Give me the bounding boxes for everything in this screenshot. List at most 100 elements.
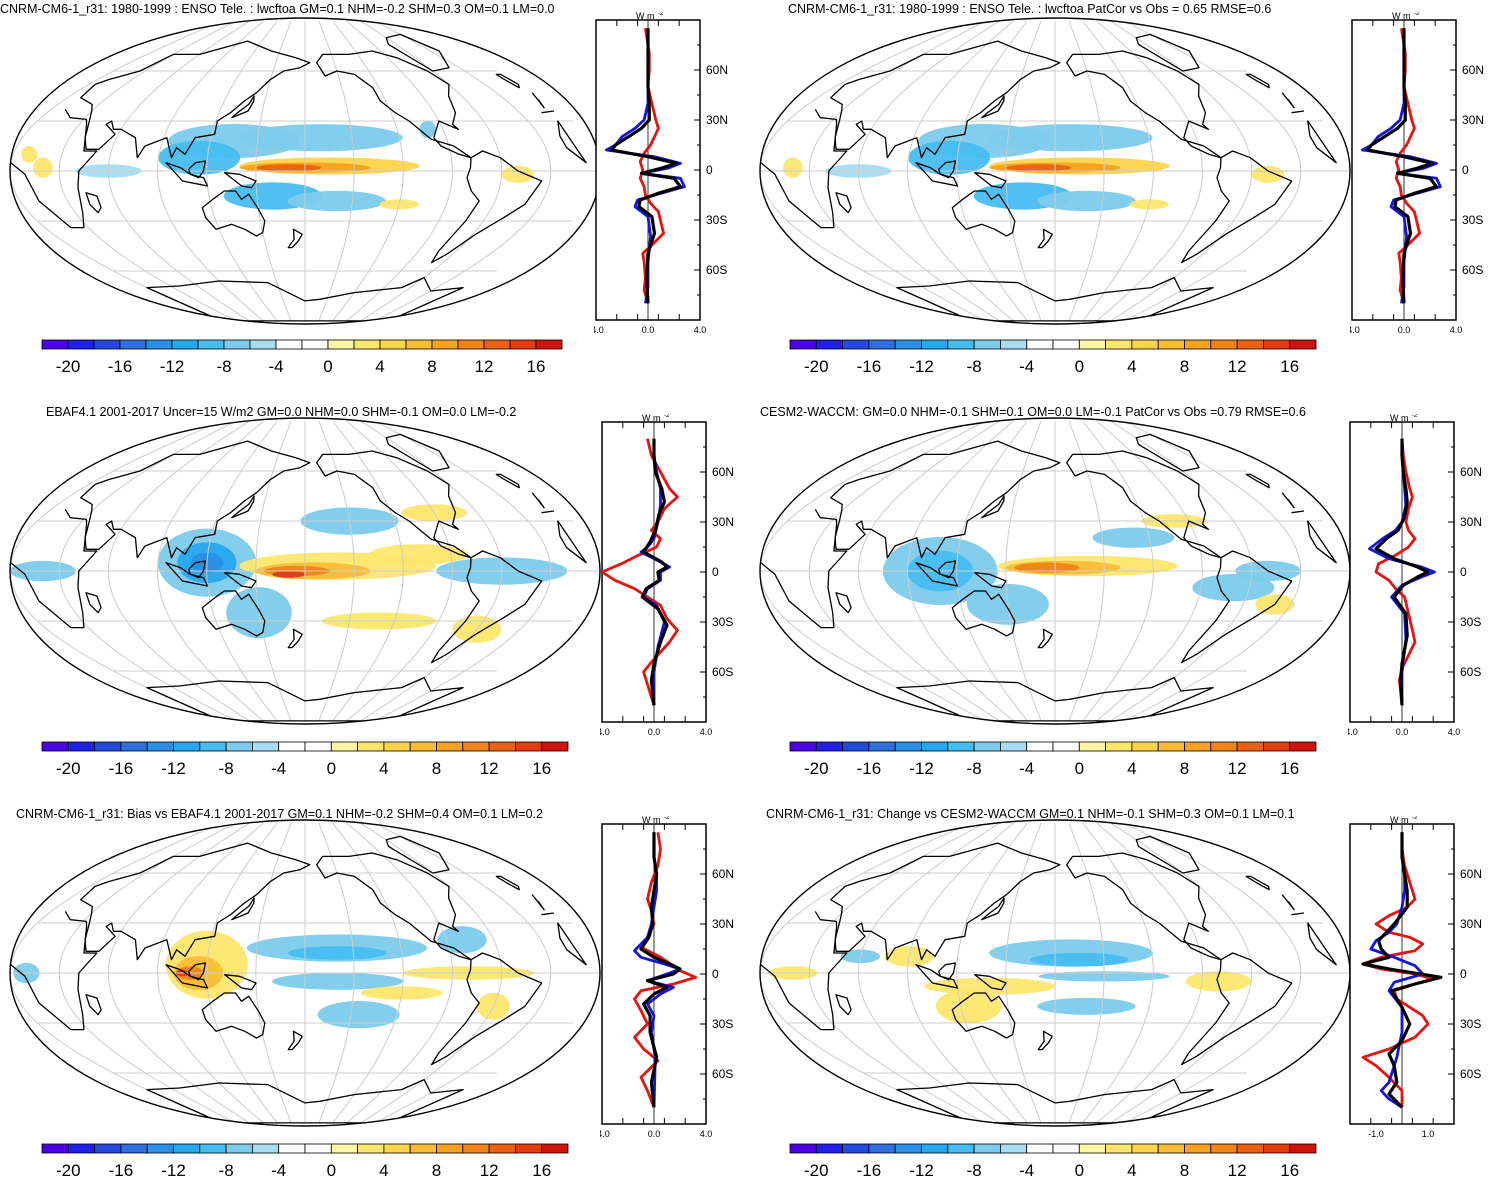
coastline-japan <box>231 495 255 519</box>
coastline-north-america <box>316 50 472 159</box>
colorbar-swatch <box>327 339 355 350</box>
panel-title: CESM2-WACCM: GM=0.0 NHM=-0.1 SHM=0.1 OM=… <box>760 405 1306 419</box>
zonal-mean-svg: 60N 30N 0 30S 60S W m -2 -1.0 1.0 <box>1349 816 1482 1139</box>
colorbar-swatch <box>330 741 358 752</box>
longitude-gridline <box>1124 822 1302 1124</box>
map-svg <box>9 819 601 1127</box>
coastline-borneo <box>188 560 207 579</box>
colorbar-swatch <box>353 339 381 350</box>
panel-title: EBAF4.1 2001-2017 Uncer=15 W/m2 GM=0.0 N… <box>46 405 517 419</box>
colorbar-swatch <box>1052 1143 1080 1154</box>
colorbar-swatch <box>436 741 464 752</box>
colorbar-swatch <box>383 741 411 752</box>
x-tick-label: 4.0 <box>700 1129 713 1139</box>
coastline-madagascar <box>85 994 102 1016</box>
longitude-gridline <box>1005 20 1042 322</box>
colorbar-tick-label: 4 <box>379 1161 388 1180</box>
colorbar-swatch <box>973 1143 1001 1154</box>
longitude-gridline <box>857 20 1000 322</box>
coastline-japan <box>231 897 255 921</box>
x-tick-label: -4.0 <box>600 1129 610 1139</box>
coastline-greenland <box>1135 835 1200 874</box>
colorbar-swatch <box>94 741 122 752</box>
colorbar-swatch <box>249 339 277 350</box>
longitude-gridline <box>206 420 278 722</box>
anomaly-blob <box>255 164 322 172</box>
coastline-australia <box>951 190 1016 237</box>
colorbar-swatch <box>251 741 280 752</box>
x-tick-label: -4.0 <box>1348 727 1358 737</box>
colorbar-svg: -20-16-12-8-4048121620 <box>789 1143 1317 1180</box>
longitude-gridline <box>346 420 454 722</box>
colorbar-tick-label: -8 <box>216 357 231 376</box>
colorbar-swatch <box>120 741 148 752</box>
longitude-gridline <box>107 20 250 322</box>
colorbar-tick-label: -4 <box>1019 1161 1034 1180</box>
anomaly-blob <box>21 145 38 163</box>
colorbar-tick-label: -20 <box>56 357 81 376</box>
longitude-gridline <box>956 20 1028 322</box>
x-tick-label: 0.0 <box>1398 325 1411 335</box>
longitude-gridline <box>1082 20 1154 322</box>
lat-tick-label: 60N <box>712 465 734 479</box>
coastline-south-america <box>1180 550 1293 664</box>
coastline-uk <box>495 73 520 89</box>
colorbar-swatch <box>304 741 332 752</box>
lat-tick-label: 60S <box>712 1067 733 1081</box>
colorbar-swatch <box>509 339 537 350</box>
colorbar-tick-label: 16 <box>1280 357 1299 376</box>
anomaly-blob <box>33 157 53 178</box>
colorbar-swatch <box>1289 741 1317 752</box>
colorbar-tick-label: 0 <box>1075 759 1084 778</box>
colorbar-swatch <box>457 339 485 350</box>
colorbar-tick-label: 0 <box>327 1161 336 1180</box>
colorbar-tick-label: -16 <box>109 759 134 778</box>
colorbar-swatch <box>409 1143 437 1154</box>
anomaly-blob <box>935 989 1002 1024</box>
colorbar-swatch <box>1236 339 1264 350</box>
coastline-australia <box>201 992 266 1039</box>
coastline-south-america <box>430 150 543 264</box>
colorbar-swatch <box>67 339 95 350</box>
lat-tick-label: 0 <box>706 163 713 177</box>
units-exponent: -2 <box>1414 12 1420 17</box>
coastline-japan <box>231 95 255 119</box>
panel-title: CNRM-CM6-1_r31: Change vs CESM2-WACCM GM… <box>766 807 1295 821</box>
anomaly-blob <box>1037 997 1136 1015</box>
colorbar-tick-label: 4 <box>1127 357 1136 376</box>
lat-tick-label: 30N <box>1460 515 1482 529</box>
colorbar-swatch <box>225 1143 253 1154</box>
zonal-line-black <box>610 28 683 304</box>
colorbar-swatch <box>409 741 437 752</box>
colorbar-tick-label: 8 <box>1180 357 1189 376</box>
longitude-gridline <box>1124 20 1302 322</box>
colorbar-tick-label: 0 <box>1075 1161 1084 1180</box>
longitude-gridline <box>1082 420 1154 722</box>
units-label: W m <box>1390 816 1409 825</box>
colorbar-swatch <box>1184 1143 1212 1154</box>
colorbar-tick-label: -8 <box>219 759 234 778</box>
colorbar-swatch <box>541 741 569 752</box>
x-tick-label: 4.0 <box>700 727 713 737</box>
colorbar-swatch <box>842 339 870 350</box>
colorbar-tick-label: 0 <box>1075 357 1084 376</box>
coastline-madagascar <box>85 592 102 614</box>
colorbar-svg: -20-16-12-8-4048121620 <box>41 1143 569 1180</box>
units-exponent: -2 <box>664 816 670 821</box>
map-content <box>760 820 1350 1126</box>
longitude-gridline <box>332 20 404 322</box>
colorbar-swatch <box>41 741 69 752</box>
map-content <box>10 18 600 324</box>
colorbar-svg: -20-16-12-8-4048121620 <box>41 741 569 778</box>
anomaly-blob <box>287 190 386 212</box>
colorbar-swatch <box>197 339 225 350</box>
coastline-uk <box>1245 875 1270 891</box>
colorbar-swatch <box>488 741 516 752</box>
anomaly-blob <box>1037 190 1136 212</box>
colorbar-swatch <box>868 339 896 350</box>
colorbar-swatch <box>999 741 1028 752</box>
colorbar-swatch <box>251 1143 280 1154</box>
lat-tick-label: 0 <box>712 565 719 579</box>
longitude-gridline <box>956 822 1028 1124</box>
x-tick-label: 0.0 <box>648 727 661 737</box>
